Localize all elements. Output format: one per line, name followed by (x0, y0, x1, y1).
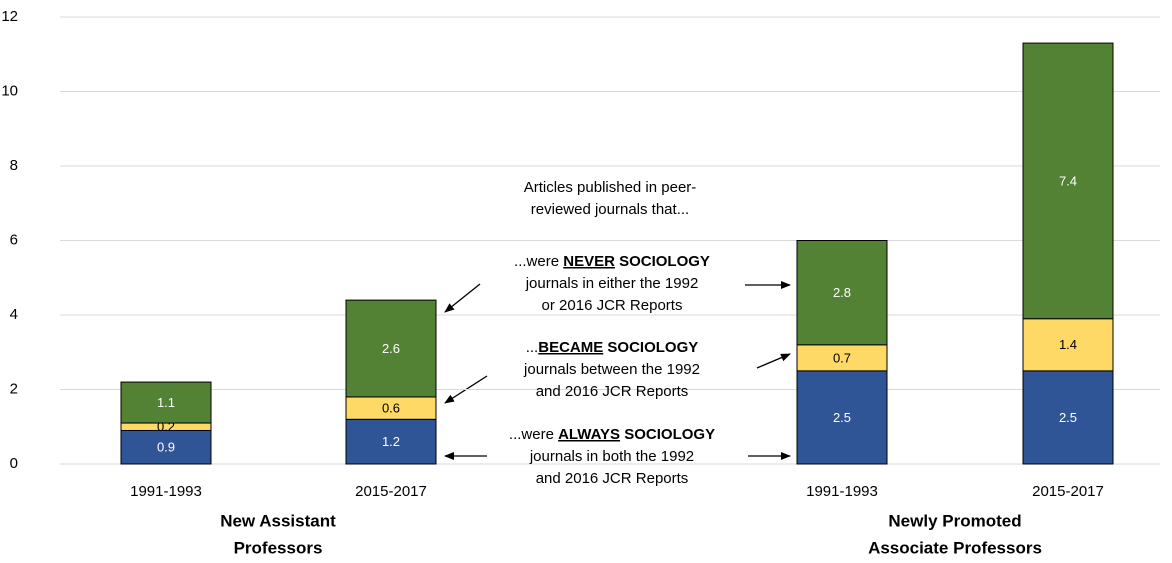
annotation-part: ...were (514, 253, 563, 270)
y-tick-label: 6 (10, 231, 18, 248)
value-label: 2.5 (833, 410, 851, 425)
bar-segment (120, 429, 212, 465)
annotation-part: ...were (509, 426, 558, 443)
annotation-part: and 2016 JCR Reports (536, 470, 689, 487)
annotation-part: SOCIOLOGY (620, 426, 715, 443)
y-tick-label: 2 (10, 380, 18, 397)
annotation-part: SOCIOLOGY (603, 339, 698, 356)
annotation: or 2016 JCR Reports (542, 297, 683, 314)
annotation-part: ... (526, 339, 539, 356)
y-tick-label: 12 (1, 8, 18, 25)
x-tick-label: 2015-2017 (355, 483, 427, 500)
x-tick-label: 1991-1993 (130, 483, 202, 500)
annotation: ...BECAME SOCIOLOGY (526, 339, 699, 356)
annotation: journals between the 1992 (523, 361, 700, 378)
y-tick-label: 0 (10, 455, 18, 472)
y-tick-label: 4 (10, 306, 18, 323)
x-tick-label: 1991-1993 (806, 483, 878, 500)
group-label: Associate Professors (868, 538, 1042, 557)
group-label: Professors (234, 538, 323, 557)
value-label: 7.4 (1059, 173, 1077, 188)
annotation-part: journals in both the 1992 (529, 448, 694, 465)
value-label: 0.7 (833, 350, 851, 365)
bar-segment (796, 370, 888, 465)
annotation-part: journals in either the 1992 (525, 275, 699, 292)
annotation-part: SOCIOLOGY (615, 253, 710, 270)
annotation: ...were ALWAYS SOCIOLOGY (509, 426, 715, 443)
annotation: ...were NEVER SOCIOLOGY (514, 253, 710, 270)
value-label: 0.9 (157, 440, 175, 455)
annotation-heading: Articles published in peer- (524, 179, 697, 196)
arrow (444, 283, 481, 313)
arrow (756, 353, 791, 369)
value-label: 2.5 (1059, 410, 1077, 425)
group-label: New Assistant (220, 511, 336, 530)
value-label: 1.1 (157, 395, 175, 410)
annotation: and 2016 JCR Reports (536, 383, 689, 400)
x-tick-label: 2015-2017 (1032, 483, 1104, 500)
annotation: journals in both the 1992 (529, 448, 694, 465)
bar-segment (796, 240, 888, 346)
annotation: and 2016 JCR Reports (536, 470, 689, 487)
annotation-heading: reviewed journals that... (531, 201, 689, 218)
annotation: journals in either the 1992 (525, 275, 699, 292)
bar-segment (1022, 318, 1114, 372)
y-tick-label: 10 (1, 82, 18, 99)
value-label: 1.2 (382, 434, 400, 449)
annotation-part: or 2016 JCR Reports (542, 297, 683, 314)
bar-segment (1022, 42, 1114, 320)
value-label: 1.4 (1059, 337, 1077, 352)
value-label: 0.6 (382, 401, 400, 416)
annotation-part: NEVER (563, 253, 615, 270)
annotation-part: BECAME (538, 339, 603, 356)
bar-segment (345, 299, 437, 398)
bar-segment (1022, 370, 1114, 465)
annotation-part: and 2016 JCR Reports (536, 383, 689, 400)
group-label: Newly Promoted (888, 511, 1021, 530)
y-tick-label: 8 (10, 157, 18, 174)
annotation-part: journals between the 1992 (523, 361, 700, 378)
value-label: 2.8 (833, 285, 851, 300)
value-label: 2.6 (382, 341, 400, 356)
bar-segment (120, 381, 212, 424)
annotation-part: ALWAYS (558, 426, 620, 443)
